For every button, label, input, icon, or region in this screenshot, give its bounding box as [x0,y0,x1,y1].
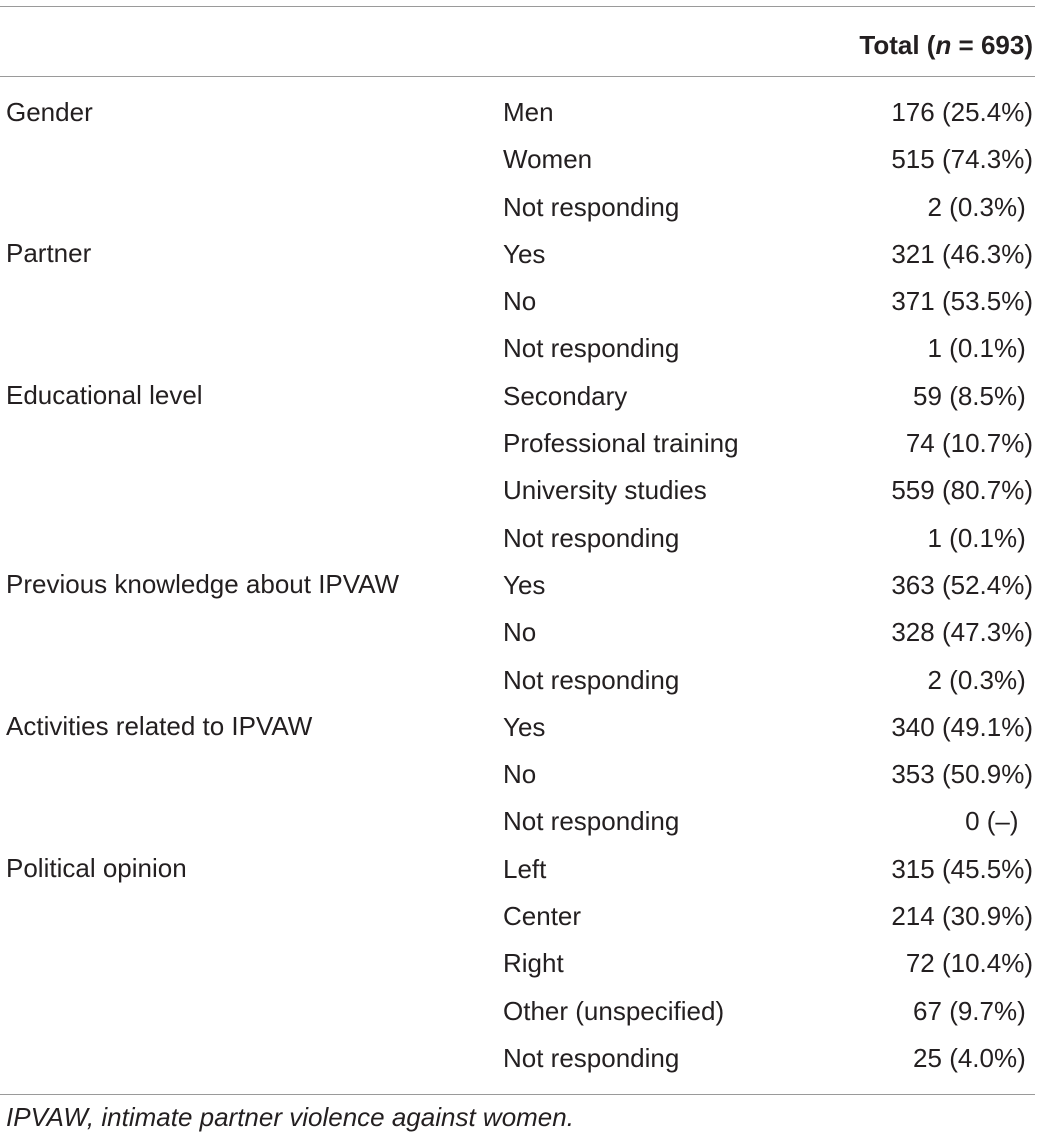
row-level: Men [503,97,554,127]
total-n: n [935,30,952,60]
row-value: 340 (49.1%) [891,711,1033,742]
row-value: 559 (80.7%) [891,475,1033,506]
row-level: University studies [503,475,707,506]
row-value: 363 (52.4%) [891,569,1033,600]
row-category: Partner [6,238,92,269]
table-footnote: IPVAW, intimate partner violence against… [6,1102,574,1132]
row-value: 315 (45.5%) [891,853,1033,884]
row-value: 321 (46.3%) [891,238,1033,269]
table-row: University studies 559 (80.7%) [0,467,1040,514]
row-category: Gender [6,96,93,127]
row-level: Not responding [503,806,680,837]
row-level: Left [503,853,547,884]
row-category: Previous knowledge about IPVAW [6,569,400,600]
row-value: 2 (0.3%) [927,664,1033,695]
row-level: Yes [503,238,546,269]
table-row: Not responding 25 (4.0%) [0,1035,1040,1082]
table-row: Activities related to IPVAW Yes 340 (49.1%… [0,704,1040,751]
total-suffix: = 693) [951,30,1033,60]
row-level: Center [503,901,582,932]
row-level: Women [503,144,593,175]
table-row: Previous knowledge about IPVAW Yes 363 (52… [0,562,1040,609]
row-value: 0 (–) [965,806,1033,837]
table-row: Not responding 2 (0.3%) [0,184,1040,231]
table-row: Center 214 (30.9%) [0,893,1040,940]
row-value: 176 (25.4%) [891,97,1033,127]
row-level: Not responding [503,522,680,553]
row-value: 59 (8.5%) [913,380,1033,411]
row-value: 515 (74.3%) [891,144,1033,175]
table-row: Other (unspecified) 67 (9.7%) [0,988,1040,1035]
table-row: Right 72 (10.4%) [0,940,1040,987]
row-level: No [503,286,537,317]
row-level: Secondary [503,380,628,411]
table-top-rule [0,6,1035,7]
column-header-total: Total (n = 693) [859,30,1033,61]
table-row: Not responding 1 (0.1%) [0,515,1040,562]
table-row: Gender Men 176 (25.4%) [0,89,1040,136]
table-header-rule [0,76,1035,77]
row-level: Yes [503,569,546,600]
row-level: No [503,759,537,790]
row-value: 2 (0.3%) [927,191,1033,222]
row-value: 214 (30.9%) [891,901,1033,932]
row-level: Professional training [503,428,739,459]
row-value: 72 (10.4%) [905,948,1033,979]
table-row: No 328 (47.3%) [0,609,1040,656]
table-row: Not responding 1 (0.1%) [0,325,1040,372]
row-level: Right [503,948,564,979]
row-value: 353 (50.9%) [891,759,1033,790]
table-header: Total (n = 693) [0,20,1033,68]
table-row: Educational level Secondary 59 (8.5%) [0,373,1040,420]
table-row: Not responding 0 (–) [0,798,1040,845]
row-level: Not responding [503,664,680,695]
table-row: Women 515 (74.3%) [0,136,1040,183]
row-category: Activities related to IPVAW [6,711,313,742]
row-level: Not responding [503,191,680,222]
row-value: 371 (53.5%) [891,286,1033,317]
row-level: Not responding [503,1042,680,1073]
table-body: Gender Men 176 (25.4%) Women 515 (74.3%) Not … [0,89,1040,1082]
table-row: Not responding 2 (0.3%) [0,657,1040,704]
table-row: Political opinion Left 315 (45.5%) [0,846,1040,893]
row-category: Political opinion [6,853,187,884]
table-bottom-rule [0,1094,1035,1095]
table-row: No 353 (50.9%) [0,751,1040,798]
table-row: Professional training 74 (10.7%) [0,420,1040,467]
row-value: 74 (10.7%) [905,428,1033,459]
row-category: Educational level [6,380,203,411]
table-row: No 371 (53.5%) [0,278,1040,325]
total-prefix: Total ( [859,30,936,60]
row-value: 1 (0.1%) [927,522,1033,553]
row-value: 1 (0.1%) [927,333,1033,364]
row-value: 328 (47.3%) [891,617,1033,648]
table-row: Partner Yes 321 (46.3%) [0,231,1040,278]
row-level: Other (unspecified) [503,995,725,1026]
row-level: No [503,617,537,648]
row-value: 25 (4.0%) [913,1042,1033,1073]
row-level: Not responding [503,333,680,364]
row-level: Yes [503,711,546,742]
row-value: 67 (9.7%) [913,995,1033,1026]
